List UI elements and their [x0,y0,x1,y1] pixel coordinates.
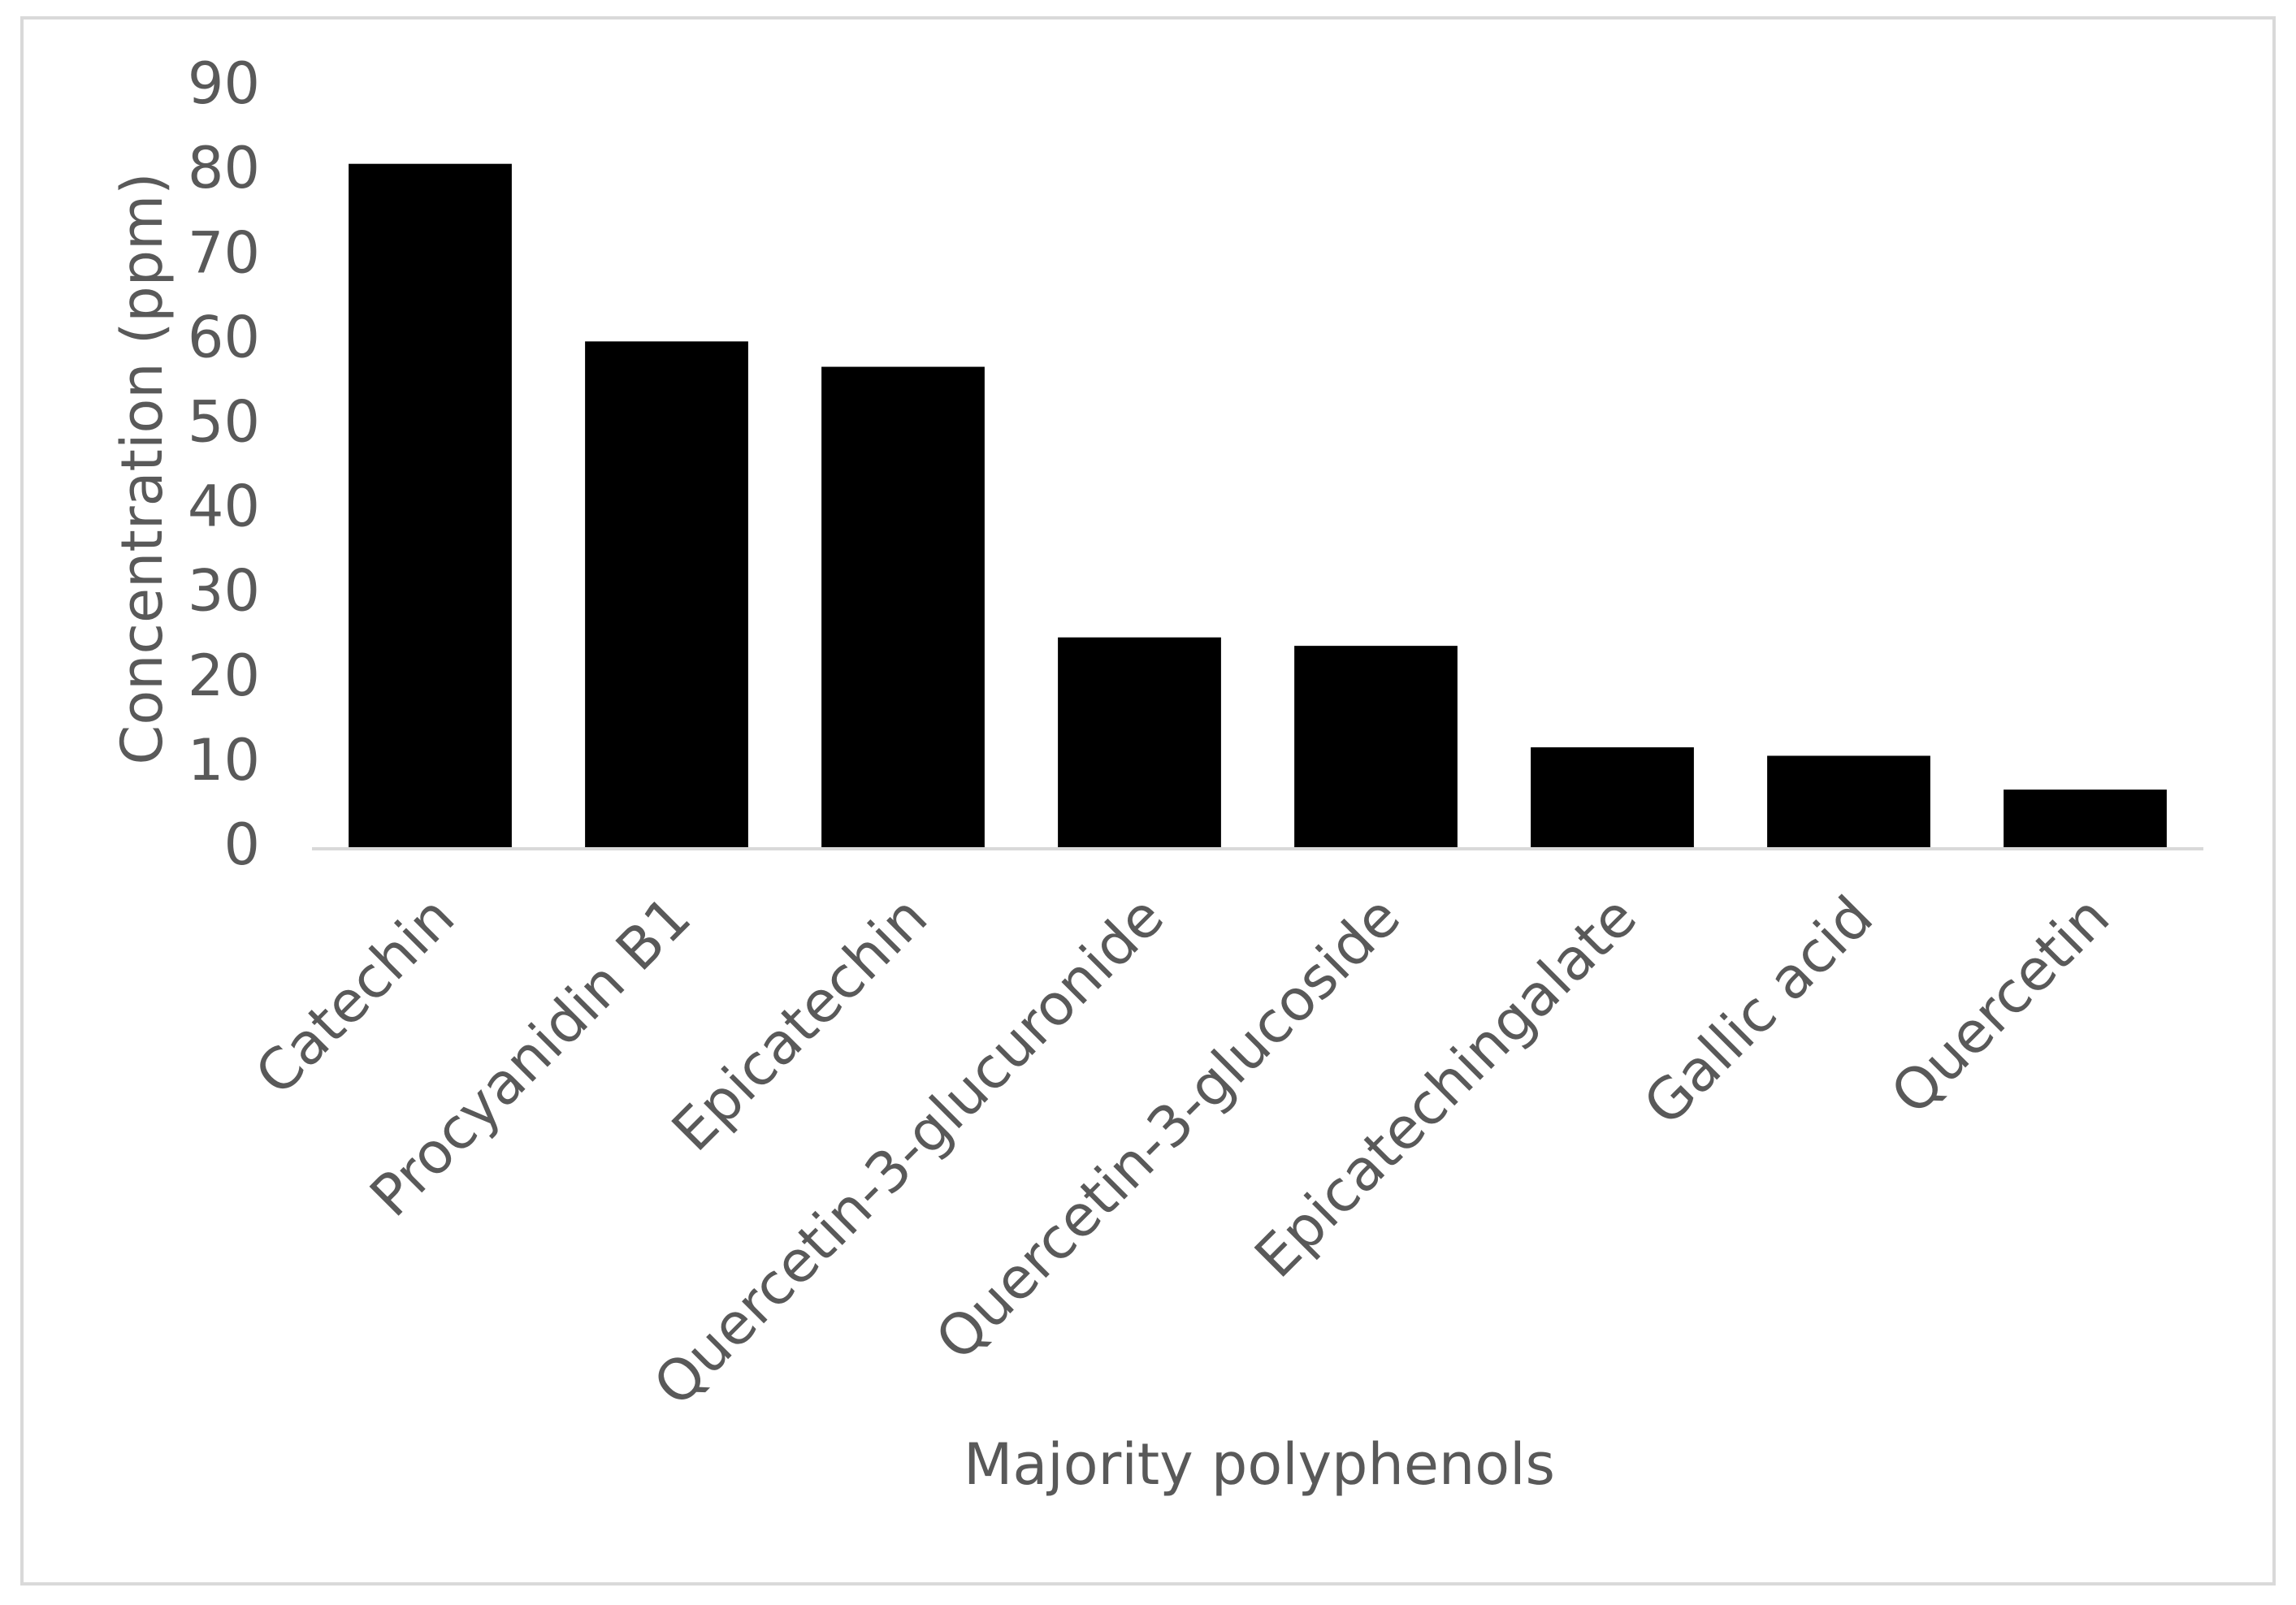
y-tick-label: 60 [188,304,260,370]
y-axis-title: Concentration (ppm) [109,172,175,764]
y-tick-label: 80 [188,135,260,201]
y-tick-label: 40 [188,474,260,540]
x-axis-title: Majority polyphenols [964,1431,1555,1498]
bar [1531,747,1694,849]
y-tick-label: 90 [188,50,260,117]
y-tick-label: 10 [188,727,260,794]
y-tick-label: 20 [188,642,260,709]
bar [1058,637,1221,849]
bar [349,163,512,849]
bar [821,366,985,850]
bar [1294,646,1458,849]
y-tick-label: 50 [188,388,260,455]
bar [585,341,748,849]
y-tick-label: 70 [188,219,260,286]
bar [1767,755,1930,849]
y-tick-label: 30 [188,558,260,625]
bar [2004,790,2167,849]
y-tick-label: 0 [223,811,260,878]
